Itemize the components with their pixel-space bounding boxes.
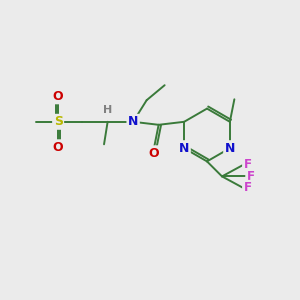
Text: N: N xyxy=(179,142,189,155)
Text: O: O xyxy=(53,141,63,154)
Text: F: F xyxy=(247,170,255,183)
Text: H: H xyxy=(103,105,112,116)
Text: O: O xyxy=(53,90,63,103)
Text: O: O xyxy=(149,147,159,160)
Text: F: F xyxy=(244,158,251,172)
Text: S: S xyxy=(54,115,63,128)
Text: N: N xyxy=(128,115,138,128)
Text: N: N xyxy=(225,142,235,155)
Text: F: F xyxy=(244,181,251,194)
